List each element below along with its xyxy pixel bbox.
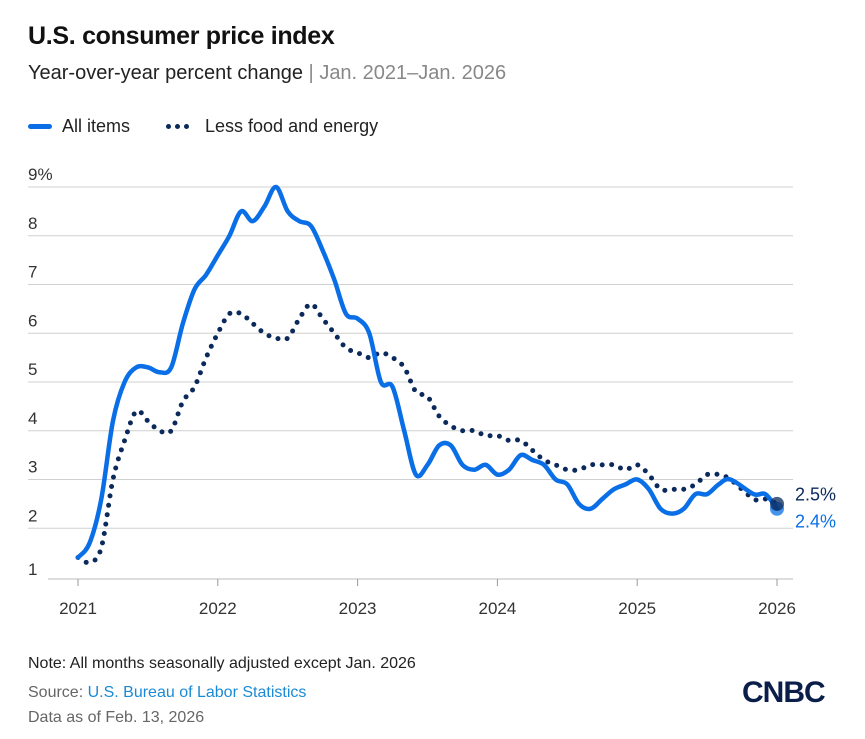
y-tick-label: 3 <box>28 458 37 477</box>
legend-item-core: Less food and energy <box>166 116 378 137</box>
series-line-less-food-energy <box>75 301 780 566</box>
chart-subtitle: Year-over-year percent change | Jan. 202… <box>28 62 506 85</box>
legend-label: All items <box>62 116 131 136</box>
y-tick-label: 8 <box>28 214 37 233</box>
y-tick-label: 1 <box>28 560 37 579</box>
end-value-label: 2.4% <box>795 511 836 531</box>
y-tick-label: 9% <box>28 165 53 184</box>
x-tick-label: 2022 <box>199 599 237 618</box>
cnbc-logo: CNBC <box>742 676 826 709</box>
y-tick-label: 5 <box>28 360 37 379</box>
x-tick-label: 2026 <box>758 599 796 618</box>
x-tick-label: 2021 <box>59 599 97 618</box>
footnote: Note: All months seasonally adjusted exc… <box>28 655 416 672</box>
data-as-of: Data as of Feb. 13, 2026 <box>28 709 205 726</box>
series-line-all-items <box>75 184 780 560</box>
y-tick-label: 4 <box>28 409 37 428</box>
end-marker-less-food-energy <box>770 496 784 511</box>
legend-swatch-dotted <box>166 124 193 129</box>
end-value-label: 2.5% <box>795 484 836 504</box>
x-tick-label: 2023 <box>339 599 377 618</box>
x-tick-label: 2025 <box>618 599 656 618</box>
y-tick-label: 7 <box>28 263 37 282</box>
legend-label: Less food and energy <box>205 116 379 136</box>
source-label: Source: <box>28 684 88 701</box>
date-range: Jan. 2021–Jan. 2026 <box>319 62 507 84</box>
source-link[interactable]: U.S. Bureau of Labor Statistics <box>87 684 307 701</box>
legend-item-all-items: All items <box>28 116 130 137</box>
y-tick-label: 6 <box>28 311 37 330</box>
chart-title: U.S. consumer price index <box>28 22 335 50</box>
subtitle-separator: | <box>308 62 314 84</box>
subtitle-text: Year-over-year percent change <box>28 62 303 84</box>
x-tick-label: 2024 <box>478 599 516 618</box>
source-line: Source: U.S. Bureau of Labor Statistics <box>28 684 306 702</box>
legend-swatch-solid <box>28 124 52 129</box>
y-tick-label: 2 <box>28 506 37 525</box>
legend: All items Less food and energy <box>28 116 414 137</box>
